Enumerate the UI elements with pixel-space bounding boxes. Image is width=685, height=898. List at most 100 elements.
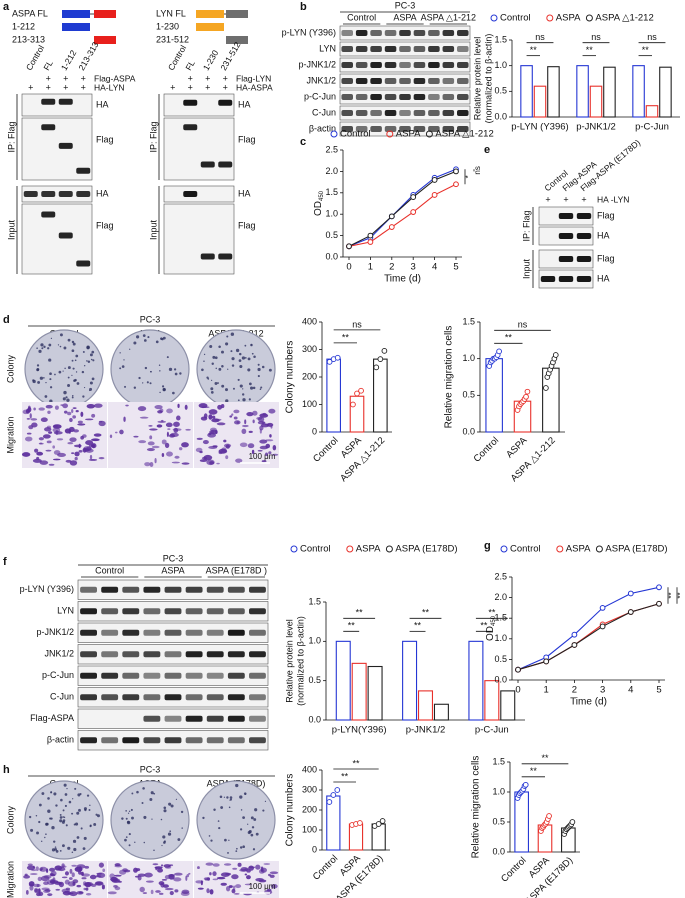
colony-spot <box>35 815 38 817</box>
colony-spot <box>47 347 50 350</box>
x-tick-label: p-C-Jun <box>635 122 669 133</box>
migrated-cell <box>63 410 68 414</box>
legend-marker <box>386 130 394 138</box>
colony-spot <box>59 813 62 816</box>
migrated-cell <box>82 447 90 452</box>
migrated-cell <box>69 891 78 897</box>
colony-spot <box>214 382 218 385</box>
blot-band <box>227 672 245 679</box>
migrated-cell <box>241 428 247 435</box>
row-label: LYN <box>319 43 336 53</box>
migrated-cell <box>164 887 174 891</box>
migrated-cell <box>142 892 148 895</box>
significance-label: ** <box>422 608 430 618</box>
migrated-cell <box>199 450 203 454</box>
colony-spot <box>259 388 262 390</box>
migrated-cell <box>139 416 149 419</box>
blot-band <box>249 651 266 658</box>
blot-band <box>457 30 469 36</box>
legend-label: ASPA <box>356 544 381 555</box>
blot-band <box>399 62 411 68</box>
colony-spot <box>38 349 42 353</box>
colony-spot <box>92 359 95 362</box>
blot-band <box>384 110 397 116</box>
row-label: p-LYN (Y396) <box>20 584 74 594</box>
blot-band <box>413 78 426 84</box>
blot-band <box>41 191 56 197</box>
migrated-cell <box>72 407 77 410</box>
colony-spot <box>221 384 225 388</box>
migrated-cell <box>68 426 75 432</box>
colony-spot <box>231 364 235 367</box>
migrated-cell <box>28 405 31 410</box>
blot-band <box>227 715 245 722</box>
blot-band <box>249 608 266 615</box>
colony-spot <box>223 796 226 798</box>
colony-spot <box>141 801 144 804</box>
bar <box>348 823 364 851</box>
migrated-cell <box>272 444 277 451</box>
colony-spot <box>49 378 52 381</box>
colony-spot <box>43 377 45 379</box>
migrated-cell <box>123 416 126 422</box>
migrated-cell <box>171 461 180 464</box>
migrated-cell <box>244 873 248 876</box>
colony-dish <box>196 780 276 860</box>
colony-spot <box>74 359 77 362</box>
colony-spot <box>50 791 53 793</box>
migrated-cell <box>46 425 52 429</box>
migrated-cell <box>242 424 249 428</box>
colony-spot <box>166 356 169 359</box>
blot-band <box>384 46 397 52</box>
colony-spot <box>162 835 166 839</box>
migrated-cell <box>114 864 123 868</box>
colony-spot <box>71 374 73 377</box>
colony-spot <box>73 823 76 826</box>
migrated-cell <box>173 427 179 433</box>
migrated-cell <box>52 424 62 429</box>
migrated-cell <box>69 437 77 443</box>
construct-label: 213-313 <box>12 34 45 44</box>
plus-sign: + <box>81 82 86 92</box>
migrated-cell <box>93 403 103 408</box>
migrated-cell <box>34 448 39 453</box>
colony-spot <box>89 387 93 391</box>
lane-legend: HA-LYN <box>94 82 125 92</box>
colony-spot <box>257 374 260 378</box>
plus-sign: + <box>205 73 210 83</box>
blot <box>339 105 471 121</box>
colony-spot <box>80 827 83 830</box>
migrated-cell <box>196 437 203 441</box>
blot-band <box>355 94 368 100</box>
migrated-cell <box>69 868 73 874</box>
blot-label: Flag <box>96 220 114 230</box>
x-tick-label: p-LYN(Y396) <box>332 725 387 736</box>
series-marker <box>571 642 578 648</box>
colony-spot <box>210 391 214 394</box>
colony-spot <box>62 809 65 812</box>
migrated-cell <box>71 864 77 867</box>
colony-spot <box>48 358 52 362</box>
colony-spot <box>125 817 128 820</box>
panel-letter: e <box>484 144 490 156</box>
construct-label: 1-212 <box>12 21 35 31</box>
colony-spot <box>127 812 130 814</box>
blot-band <box>206 672 224 679</box>
colony-spot <box>242 845 245 849</box>
blot-band <box>355 46 368 52</box>
colony-spot <box>146 381 149 384</box>
colony-spot <box>153 792 156 795</box>
migrated-cell <box>26 432 32 435</box>
blot-label: HA <box>96 188 109 198</box>
y-tick-label: 0.0 <box>494 674 507 684</box>
legend-marker <box>500 545 508 553</box>
construct-domain <box>62 10 90 18</box>
plus-sign: + <box>46 73 51 83</box>
colony-spot <box>252 386 256 390</box>
colony-spot <box>247 823 249 825</box>
x-tick-label: 3 <box>600 685 605 696</box>
colony-spot <box>62 844 65 848</box>
legend-label: ASPA (E178D) <box>395 544 457 555</box>
colony-spot <box>218 345 221 348</box>
blot-band <box>384 94 397 100</box>
